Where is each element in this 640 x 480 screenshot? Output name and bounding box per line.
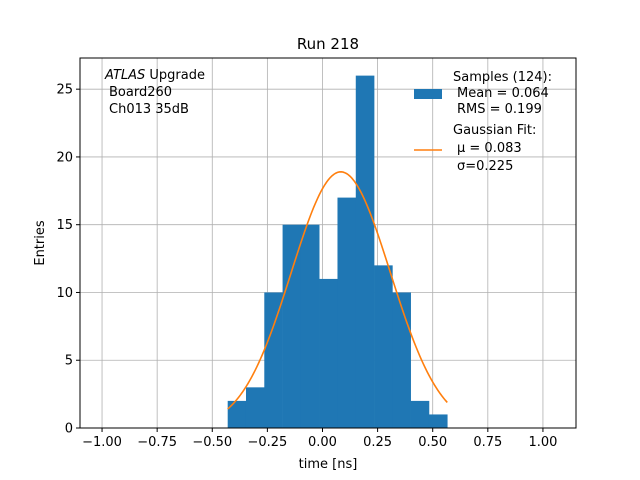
gaussian-fit-curve: [227, 171, 448, 410]
histogram-bar: [264, 292, 283, 428]
y-tick-label: 15: [56, 218, 73, 233]
chart-title: Run 218: [297, 35, 359, 53]
legend-samples-swatch: [414, 89, 442, 99]
histogram-bar: [319, 278, 338, 428]
x-tick-label: −0.25: [247, 435, 287, 450]
histogram-bar: [245, 387, 265, 428]
y-tick-label: 10: [56, 286, 73, 301]
y-tick-label: 25: [56, 83, 73, 98]
histogram-bar: [300, 224, 320, 428]
histogram-bar: [428, 414, 448, 428]
x-tick-label: −0.50: [192, 435, 232, 450]
legend-samples-title: Samples (124):: [453, 70, 552, 85]
plot-frame: [79, 57, 577, 429]
annotation-upgrade: Upgrade: [145, 68, 205, 83]
y-axis-ticks: 0 5 10 15 20 25: [56, 83, 80, 437]
annotation-line-3: Ch013 35dB: [109, 102, 189, 117]
legend-samples-rms: RMS = 0.199: [457, 102, 542, 117]
x-tick-label: 0.00: [308, 435, 337, 450]
y-tick-label: 20: [56, 150, 73, 165]
annotation-line-1: ATLAS Upgrade: [104, 68, 205, 83]
histogram-bar: [410, 400, 430, 428]
legend: Samples (124): Mean = 0.064 RMS = 0.199 …: [414, 70, 552, 174]
histogram-bar: [282, 224, 302, 428]
histogram-bar: [337, 197, 357, 428]
x-axis-ticks: −1.00 −0.75 −0.50 −0.25 0.00 0.25 0.50 0.75 1.00: [82, 428, 557, 450]
histogram-bar: [374, 265, 393, 428]
y-tick-label: 0: [65, 422, 73, 437]
x-tick-label: 0.25: [363, 435, 392, 450]
histogram-bar: [227, 400, 247, 428]
x-tick-label: −0.75: [137, 435, 177, 450]
legend-fit-sigma: σ=0.225: [457, 159, 513, 174]
grid-lines: [80, 58, 576, 429]
legend-fit-mu: μ = 0.083: [457, 141, 522, 156]
y-axis-label: Entries: [33, 220, 48, 266]
annotation-box: ATLAS Upgrade Board260 Ch013 35dB: [104, 68, 205, 117]
x-axis-label: time [ns]: [299, 457, 358, 472]
x-tick-label: −1.00: [82, 435, 122, 450]
legend-samples-mean: Mean = 0.064: [457, 86, 549, 101]
legend-fit-title: Gaussian Fit:: [453, 123, 536, 138]
x-tick-label: 1.00: [528, 435, 557, 450]
annotation-atlas: ATLAS: [104, 68, 145, 83]
y-tick-label: 5: [65, 354, 73, 369]
histogram-bars: [227, 75, 448, 428]
histogram-bar: [392, 292, 411, 428]
x-tick-label: 0.50: [418, 435, 447, 450]
annotation-line-2: Board260: [109, 85, 172, 100]
x-tick-label: 0.75: [473, 435, 502, 450]
histogram-bar: [355, 75, 375, 428]
